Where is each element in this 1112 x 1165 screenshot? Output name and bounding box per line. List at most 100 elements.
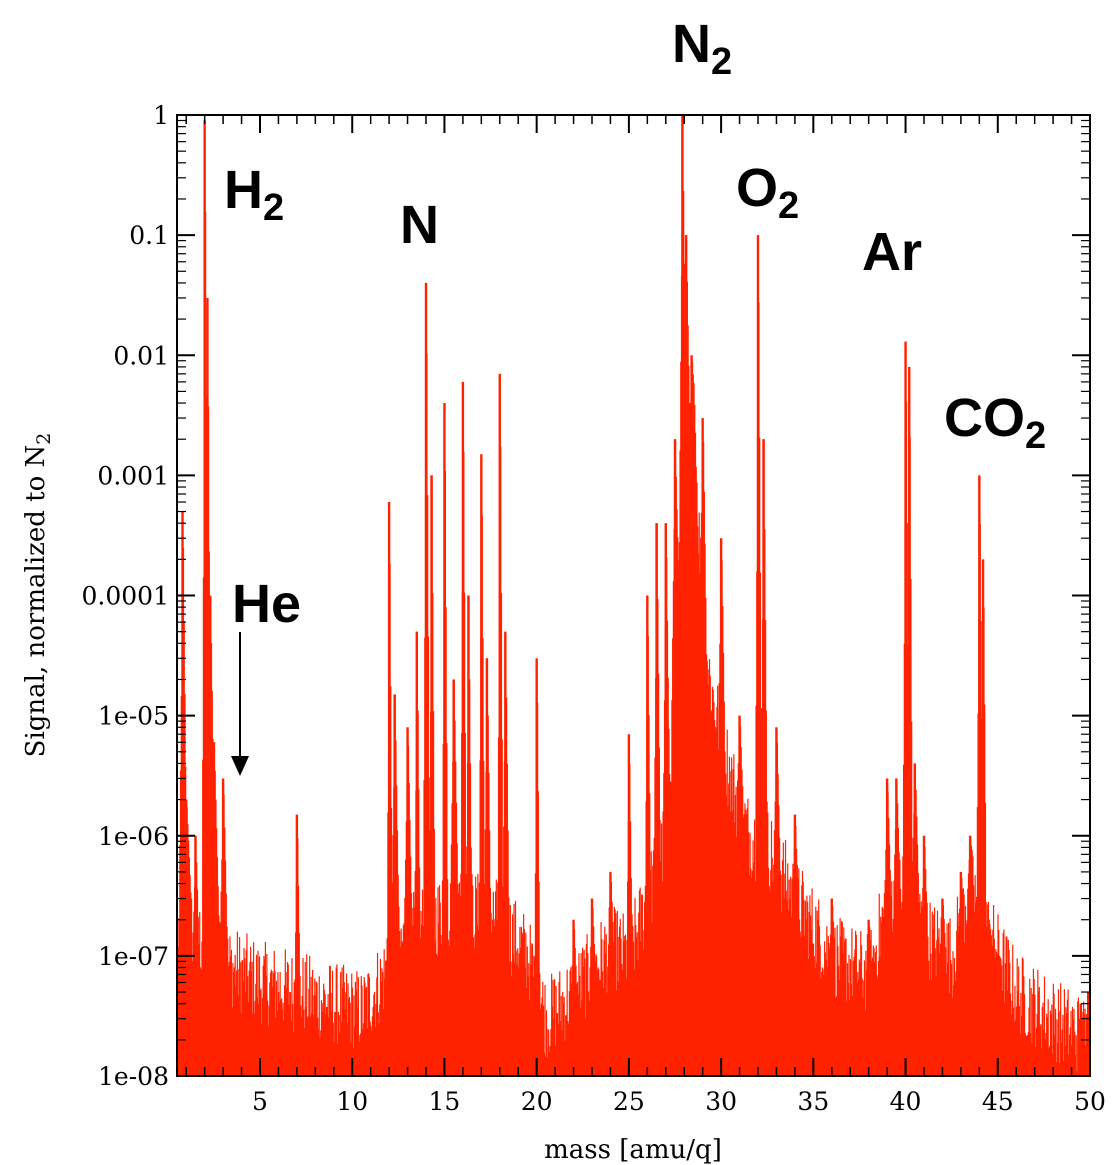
spectrum-bar xyxy=(857,972,859,1076)
y-tick-label: 1e-05 xyxy=(98,702,169,731)
spectrum-bar xyxy=(902,856,904,1076)
spectrum-bar xyxy=(1012,1007,1015,1076)
spectrum-bar xyxy=(475,876,477,1076)
spectrum-bar xyxy=(537,791,539,1076)
spectrum-bar xyxy=(699,573,701,1076)
spectrum-bar xyxy=(198,944,200,1076)
peak-label-h2: H2 xyxy=(224,160,284,229)
spectrum-bar xyxy=(497,882,499,1076)
spectrum-bar xyxy=(216,857,219,1076)
spectrum-bar xyxy=(921,907,923,1076)
spectrum-bar xyxy=(576,984,578,1076)
spectrum-bar xyxy=(292,1003,294,1076)
spectrum-bar xyxy=(781,911,783,1076)
spectrum-bar xyxy=(397,874,399,1076)
spectrum-bar xyxy=(632,925,634,1076)
spectrum-bar xyxy=(991,945,993,1076)
spectrum-bar xyxy=(333,1042,335,1076)
spectrum-bar xyxy=(754,881,756,1076)
spectrum-bar xyxy=(334,1011,336,1076)
spectrum-bar xyxy=(999,957,1001,1076)
spectrum-bar xyxy=(508,897,510,1076)
spectrum-bar xyxy=(216,828,218,1076)
spectrum-bar xyxy=(577,994,579,1076)
spectrum-bar xyxy=(350,1042,352,1076)
spectrum-bar xyxy=(900,909,902,1076)
peak-bar xyxy=(406,727,409,1076)
spectrum-bar xyxy=(250,946,252,1076)
spectrum-bar xyxy=(379,1004,381,1076)
peak-annotations: N2 H2 N O2 Ar CO2 He xyxy=(224,14,1046,776)
spectrum-bar xyxy=(764,529,766,1076)
spectrum-bar xyxy=(804,935,806,1076)
x-tick-label: 5 xyxy=(252,1087,268,1116)
spectrum-bar xyxy=(563,997,565,1076)
spectrum-bar xyxy=(411,908,413,1076)
spectrum-bar xyxy=(773,830,776,1076)
spectrum-bar xyxy=(369,1021,371,1076)
peak-label-ar: Ar xyxy=(862,222,922,282)
spectrum-bar xyxy=(801,871,804,1076)
spectrum-bar xyxy=(880,916,882,1076)
spectrum-bar xyxy=(368,977,371,1076)
spectrum-bar xyxy=(241,960,243,1076)
spectrum-bar xyxy=(545,1056,547,1076)
spectrum-bar xyxy=(676,509,678,1076)
spectrum-bar xyxy=(876,975,878,1076)
spectrum-bar xyxy=(391,882,393,1076)
spectrum-bar xyxy=(1060,983,1062,1076)
peak-bar xyxy=(609,871,612,1076)
spectrum-bar xyxy=(686,281,688,1076)
spectrum-bar xyxy=(778,805,780,1076)
spectrum-bar xyxy=(787,863,789,1076)
spectrum-bar xyxy=(652,866,654,1076)
spectrum-bar xyxy=(1049,1010,1051,1076)
spectrum-bar xyxy=(836,925,838,1076)
spectrum-bar xyxy=(1013,1021,1015,1076)
spectrum-bar xyxy=(1058,1063,1060,1076)
peak-bar xyxy=(684,235,688,1076)
spectrum-bar xyxy=(1043,1029,1045,1076)
spectrum-bar xyxy=(1038,986,1040,1076)
spectrum-bar xyxy=(708,669,710,1076)
spectrum-bar xyxy=(500,592,503,1076)
spectrum-bar xyxy=(976,896,978,1076)
spectrum-bar xyxy=(520,948,522,1076)
spectrum-bar xyxy=(915,789,917,1076)
spectrum-bar xyxy=(1007,990,1009,1076)
spectrum-bar xyxy=(615,990,618,1076)
spectrum-bar xyxy=(972,856,974,1076)
peak-bar xyxy=(430,475,433,1076)
spectrum-bar xyxy=(408,783,410,1076)
spectrum-bar xyxy=(692,374,694,1076)
spectrum-bar xyxy=(570,983,573,1076)
spectrum-bar xyxy=(1063,989,1066,1076)
spectrum-bar xyxy=(768,886,770,1076)
spectrum-bar xyxy=(390,807,393,1076)
spectrum-bar xyxy=(856,983,858,1076)
spectrum-bar xyxy=(533,955,535,1076)
spectrum-bar xyxy=(261,997,264,1076)
spectrum-bar xyxy=(458,882,461,1076)
peak-bar xyxy=(203,120,206,1076)
spectrum-bar xyxy=(613,942,615,1076)
peak-bar xyxy=(738,715,741,1076)
spectrum-bar xyxy=(1085,1045,1087,1076)
spectrum-bar xyxy=(1023,994,1026,1076)
spectrum-bar xyxy=(305,1006,307,1076)
y-tick-label: 1e-08 xyxy=(98,1062,169,1091)
spectrum-bar xyxy=(353,995,355,1076)
spectrum-bar xyxy=(422,925,424,1076)
spectrum-bar xyxy=(824,952,826,1076)
spectrum-bar xyxy=(191,961,193,1076)
spectrum-bar xyxy=(228,961,230,1076)
spectrum-bar xyxy=(553,1018,555,1076)
spectrum-bar xyxy=(396,830,399,1076)
spectrum-bar xyxy=(823,974,825,1076)
spectrum-bar xyxy=(916,816,918,1076)
spectrum-bar xyxy=(1068,1034,1071,1076)
spectrum-bar xyxy=(478,882,480,1076)
spectrum-bar xyxy=(289,991,291,1076)
spectrum-bar xyxy=(373,991,376,1076)
spectrum-bar xyxy=(740,747,742,1076)
